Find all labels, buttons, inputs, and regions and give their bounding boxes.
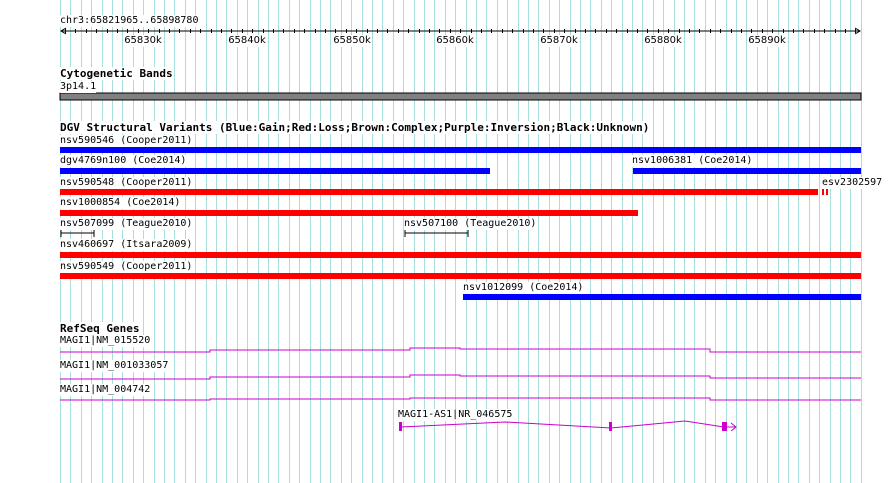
ruler-right-arrow-icon [854, 27, 861, 35]
ruler-tick-marks [65, 29, 856, 33]
gene-exon [722, 422, 727, 431]
cytoband-track-title[interactable]: Cytogenetic Bands [60, 67, 173, 80]
dgv-feature-bar-nsv590546[interactable] [60, 147, 861, 153]
dgv-feature-label[interactable]: nsv507099 (Teague2010) [60, 218, 193, 230]
gene-line-nm-004742[interactable] [60, 397, 861, 401]
ruler-tick-label: 65850k [333, 35, 371, 47]
dgv-feature-label[interactable]: esv2302597 [822, 177, 883, 189]
refseq-track [60, 347, 861, 432]
ruler-left-arrow-icon [60, 27, 67, 35]
gene-exon [399, 422, 402, 431]
dgv-feature-bar-nsv590549[interactable] [60, 273, 861, 279]
ruler-tick-label: 65830k [124, 35, 162, 47]
gene-label[interactable]: MAGI1|NM_001033057 [60, 360, 169, 372]
ruler-tick-label: 65860k [436, 35, 474, 47]
dgv-feature-bar-nsv1000854[interactable] [60, 210, 638, 216]
gene-line-nm-015520[interactable] [60, 347, 861, 353]
dgv-feature-label[interactable]: nsv590549 (Cooper2011) [60, 261, 193, 273]
dgv-feature-label[interactable]: nsv1000854 (Coe2014) [60, 197, 181, 209]
cytoband-bar[interactable] [59, 92, 862, 101]
gene-introns [400, 420, 725, 429]
dgv-feature-label[interactable]: nsv590548 (Cooper2011) [60, 177, 193, 189]
gene-exon [609, 422, 612, 431]
ruler-position-label: chr3:65821965..65898780 [60, 15, 199, 27]
dgv-feature-bar-nsv590548[interactable] [60, 189, 818, 195]
dgv-feature-label[interactable]: dgv4769n100 (Coe2014) [60, 155, 187, 167]
dgv-feature-label[interactable]: nsv1012099 (Coe2014) [463, 282, 584, 294]
ruler-tick-label: 65880k [644, 35, 682, 47]
dgv-feature-bar-nsv1012099[interactable] [463, 294, 861, 300]
gene-label[interactable]: MAGI1|NM_015520 [60, 335, 151, 347]
ruler-tick-label: 65840k [228, 35, 266, 47]
dgv-feature-label[interactable]: nsv590546 (Cooper2011) [60, 135, 193, 147]
dgv-track-title[interactable]: DGV Structural Variants (Blue:Gain;Red:L… [60, 121, 650, 134]
gene-label[interactable]: MAGI1-AS1|NR_046575 [398, 409, 513, 421]
dgv-feature-bar-nsv1006381[interactable] [633, 168, 861, 174]
ruler-tick-label: 65890k [748, 35, 786, 47]
dgv-feature-bar-nsv507099[interactable] [60, 230, 95, 237]
dgv-feature-bar-nsv507100[interactable] [404, 230, 469, 237]
gene-line-nm-001033057[interactable] [60, 374, 861, 380]
dgv-feature-bar-nsv460697[interactable] [60, 252, 861, 258]
refseq-track-title[interactable]: RefSeq Genes [60, 322, 140, 335]
gene-model-nr-046575[interactable] [399, 420, 737, 432]
cytoband-label[interactable]: 3p14.1 [60, 81, 97, 93]
dgv-feature-label[interactable]: nsv1006381 (Coe2014) [632, 155, 753, 167]
ruler-track [60, 27, 861, 35]
dgv-feature-bar-esv2302597-a[interactable] [822, 189, 824, 195]
dgv-feature-bar-dgv4769n100[interactable] [60, 168, 490, 174]
ruler-tick-label: 65870k [540, 35, 578, 47]
gene-label[interactable]: MAGI1|NM_004742 [60, 384, 151, 396]
dgv-feature-label[interactable]: nsv507100 (Teague2010) [404, 218, 537, 230]
dgv-track [60, 147, 861, 300]
dgv-feature-bar-esv2302597-b[interactable] [826, 189, 828, 195]
dgv-feature-label[interactable]: nsv460697 (Itsara2009) [60, 239, 193, 251]
strand-arrow-icon [730, 422, 737, 432]
